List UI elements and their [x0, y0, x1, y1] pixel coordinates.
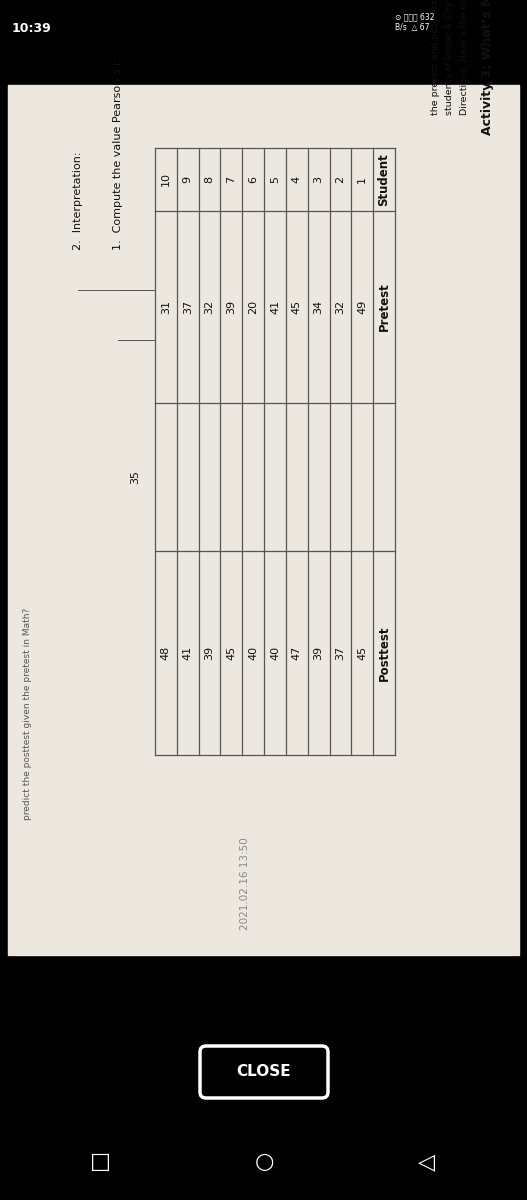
Text: 37: 37 [336, 646, 346, 660]
Text: Activity 3: What’s My Relationship?: Activity 3: What’s My Relationship? [482, 0, 494, 134]
Text: 34: 34 [314, 300, 324, 314]
Text: □: □ [90, 1152, 111, 1172]
Text: 40: 40 [248, 646, 258, 660]
Text: 2021.02.16 13:50: 2021.02.16 13:50 [240, 838, 250, 930]
Text: 40: 40 [270, 646, 280, 660]
Text: 10: 10 [161, 173, 171, 186]
Text: 39: 39 [204, 646, 214, 660]
Text: 7: 7 [227, 176, 237, 184]
Text: 32: 32 [204, 300, 214, 314]
Text: 39: 39 [227, 300, 237, 314]
Text: 1: 1 [357, 176, 367, 182]
Text: 49: 49 [357, 300, 367, 314]
Text: Directions: Here’s the data about the Math Pretest and Posttest scores of ten (1: Directions: Here’s the data about the Ma… [461, 0, 470, 115]
Text: 45: 45 [292, 300, 302, 314]
Text: 6: 6 [248, 176, 258, 182]
Text: 39: 39 [314, 646, 324, 660]
Text: 35: 35 [130, 470, 140, 484]
Text: 41: 41 [270, 300, 280, 314]
Text: students of Purok A City High School. Is there a significant relationship betwee: students of Purok A City High School. Is… [445, 0, 454, 115]
Text: 4: 4 [292, 176, 302, 184]
Text: 41: 41 [183, 646, 193, 660]
Text: 31: 31 [161, 300, 171, 314]
Text: 1.  Compute the value Pearson’s r:: 1. Compute the value Pearson’s r: [113, 56, 123, 250]
Text: CLOSE: CLOSE [237, 1064, 291, 1080]
Text: 45: 45 [357, 646, 367, 660]
FancyBboxPatch shape [200, 1046, 328, 1098]
Text: 32: 32 [336, 300, 346, 314]
Bar [8, 85, 519, 955]
Text: ◁: ◁ [418, 1152, 435, 1172]
Text: 2: 2 [336, 176, 346, 184]
Text: the pretest and posttest scores in Math?: the pretest and posttest scores in Math? [432, 0, 441, 115]
Text: 47: 47 [292, 646, 302, 660]
Text: 8: 8 [204, 176, 214, 184]
Text: 20: 20 [248, 300, 258, 314]
Text: 10:39: 10:39 [12, 22, 52, 35]
Text: 9: 9 [183, 176, 193, 184]
Text: 48: 48 [161, 646, 171, 660]
Text: ○: ○ [255, 1152, 274, 1172]
Text: 5: 5 [270, 176, 280, 182]
Text: 37: 37 [183, 300, 193, 314]
Text: 3: 3 [314, 176, 324, 182]
Text: 2.  Interpretation:: 2. Interpretation: [73, 151, 83, 250]
Text: ⊙ ⌶⌶⌶ 632
B/s  △ 67: ⊙ ⌶⌶⌶ 632 B/s △ 67 [395, 12, 434, 31]
Text: Student: Student [377, 154, 391, 206]
Text: Posttest: Posttest [377, 625, 391, 680]
Text: predict the posttest given the pretest in Math?: predict the posttest given the pretest i… [24, 607, 33, 820]
Text: Pretest: Pretest [377, 283, 391, 331]
Text: 45: 45 [227, 646, 237, 660]
